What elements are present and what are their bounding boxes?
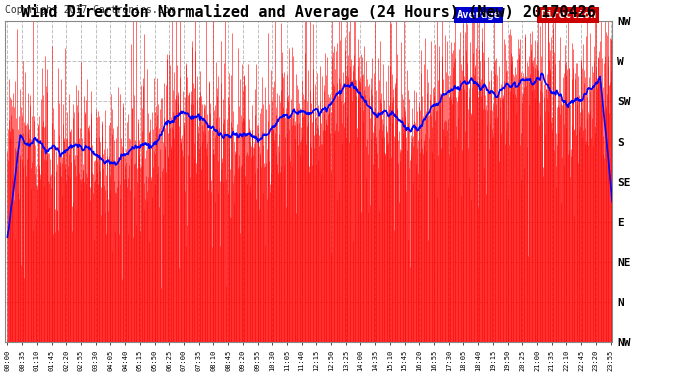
Text: Copyright 2017 Cartronics.com: Copyright 2017 Cartronics.com — [6, 5, 176, 15]
Text: Direction: Direction — [540, 10, 596, 20]
Title: Wind Direction Normalized and Average (24 Hours) (New) 20170426: Wind Direction Normalized and Average (2… — [21, 4, 596, 20]
Text: Average: Average — [457, 10, 500, 20]
